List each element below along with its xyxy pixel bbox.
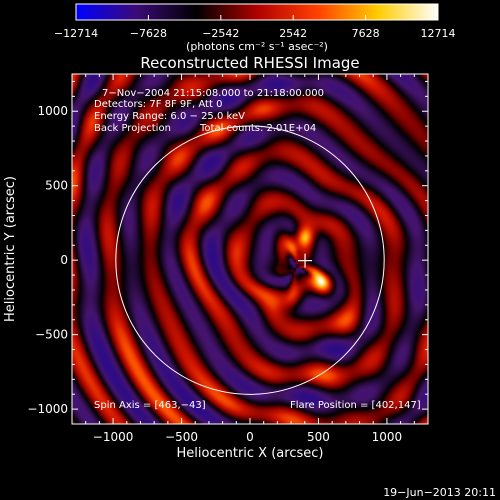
y-axis-ticks [72, 80, 428, 410]
energy-range-label: Energy Range: 6.0 − 25.0 keV [94, 111, 245, 122]
x-axis-label: Heliocentric X (arcsec) [177, 446, 324, 461]
heatmap-image [72, 74, 428, 424]
colorbar-tick-label: −7628 [130, 27, 167, 40]
colorbar-tick-labels: −12714 −7628 −2542 2542 7628 12714 [54, 27, 456, 40]
total-counts-label: Total counts: 2.01E+04 [199, 123, 316, 134]
colorbar-tick-label: 7628 [352, 27, 380, 40]
x-tick-label: 500 [307, 430, 330, 444]
y-axis-label: Heliocentric Y (arcsec) [3, 176, 18, 322]
y-tick-label: −500 [35, 328, 68, 342]
x-axis-ticks [85, 74, 415, 424]
colorbar-unit-label: (photons cm⁻² s⁻¹ asec⁻²) [186, 40, 328, 53]
spin-axis-label: Spin Axis = [463,−43] [94, 400, 206, 411]
flare-position-marker [298, 253, 313, 268]
y-tick-label: 500 [45, 179, 68, 193]
colorbar-tick-label: −12714 [54, 27, 98, 40]
x-tick-label: −500 [165, 430, 198, 444]
x-tick-label: −1000 [93, 430, 134, 444]
method-label: Back Projection [94, 123, 171, 134]
time-range-label: 7−Nov−2004 21:15:08.000 to 21:18:00.000 [102, 88, 324, 99]
y-tick-label: −1000 [27, 402, 68, 416]
colorbar-ticks [75, 15, 439, 20]
y-tick-label: 1000 [37, 104, 68, 118]
y-tick-label: 0 [60, 253, 68, 267]
colorbar-tick-label: 2542 [279, 27, 307, 40]
colorbar-tick-label: 12714 [421, 27, 456, 40]
detectors-label: Detectors: 7F 8F 9F, Att 0 [94, 99, 222, 110]
solar-limb-circle [115, 125, 385, 395]
y-axis-tick-labels: −1000 −500 0 500 1000 [27, 104, 68, 416]
x-axis-tick-labels: −1000 −500 0 500 1000 [93, 430, 402, 444]
colorbar [75, 3, 439, 21]
timestamp-label: 19−Jun−2013 20:11 [383, 486, 496, 499]
x-tick-label: 1000 [372, 430, 403, 444]
chart-title: Reconstructed RHESSI Image [140, 54, 359, 72]
colorbar-tick-label: −2542 [202, 27, 239, 40]
x-tick-label: 0 [246, 430, 254, 444]
flare-position-label: Flare Position = [402,147] [290, 400, 421, 411]
